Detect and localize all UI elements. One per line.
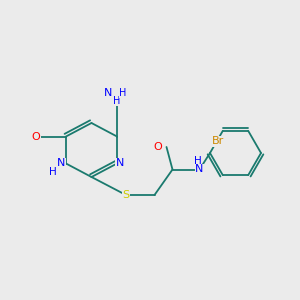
Text: H: H — [113, 95, 121, 106]
Text: H: H — [194, 155, 202, 166]
Text: N: N — [104, 88, 112, 98]
Text: O: O — [32, 131, 40, 142]
Text: H: H — [49, 167, 56, 177]
Text: N: N — [195, 164, 204, 175]
Text: H: H — [119, 88, 127, 98]
Text: S: S — [122, 190, 130, 200]
Text: N: N — [116, 158, 124, 169]
Text: N: N — [57, 158, 66, 169]
Text: Br: Br — [212, 136, 224, 146]
Text: O: O — [154, 142, 163, 152]
